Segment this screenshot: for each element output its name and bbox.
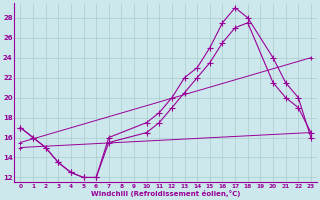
X-axis label: Windchill (Refroidissement éolien,°C): Windchill (Refroidissement éolien,°C) <box>91 190 240 197</box>
